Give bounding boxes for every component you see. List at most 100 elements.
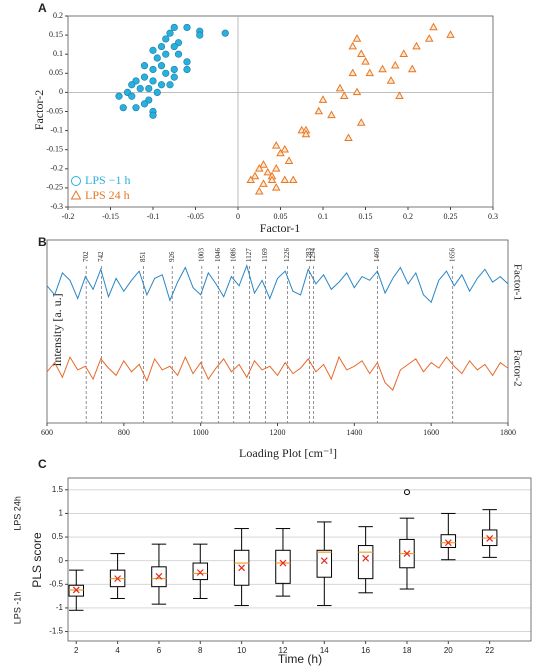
series-label: Factor-2 [511, 350, 523, 387]
y-tick-label: 0 [59, 87, 63, 96]
point [162, 35, 170, 43]
x-tick-label: 18 [403, 646, 412, 655]
point [157, 81, 166, 89]
point [140, 73, 149, 81]
x-tick-label: 6 [157, 646, 162, 655]
reference-label: 1460 [373, 248, 381, 263]
x-tick-label: 1400 [346, 428, 362, 437]
legend-marker [71, 176, 81, 186]
point [221, 29, 229, 37]
point [115, 92, 123, 100]
point [288, 175, 298, 184]
point [348, 41, 358, 50]
point [446, 30, 455, 38]
x-tick-label: 12 [279, 646, 288, 655]
point [271, 183, 281, 191]
reference-label: 1127 [245, 248, 253, 262]
point [145, 84, 153, 93]
panel-label: B [38, 235, 47, 249]
point [128, 92, 136, 100]
y-tick-label: 1.5 [52, 485, 64, 494]
point [157, 62, 166, 70]
point [157, 42, 166, 51]
point [132, 104, 140, 112]
y-tick-label: -0.15 [46, 145, 63, 154]
point [271, 163, 281, 172]
point [390, 60, 400, 69]
mean-marker [155, 572, 163, 580]
point [183, 58, 191, 66]
mean-marker [72, 586, 80, 594]
point [149, 65, 157, 74]
panel-label: A [38, 1, 47, 15]
x-tick-label: 16 [361, 646, 370, 655]
point [259, 179, 268, 187]
mean-marker [320, 557, 328, 565]
x-tick-label: 0.1 [318, 212, 328, 221]
x-tick-label: -0.1 [147, 212, 160, 221]
x-tick-label: 800 [118, 428, 130, 437]
point [246, 175, 256, 184]
y-tick-label: 0.15 [49, 30, 63, 39]
point [412, 41, 421, 50]
x-tick-label: 1000 [193, 428, 209, 437]
y-tick-label: -1 [56, 603, 64, 612]
point [271, 141, 281, 149]
x-tick-label: 0.05 [274, 212, 288, 221]
point [128, 81, 136, 89]
point [119, 104, 127, 112]
point [399, 49, 409, 57]
x-axis-title: Time (h) [278, 652, 322, 666]
x-tick-label: 10 [237, 646, 246, 655]
x-tick-label: -0.15 [102, 212, 119, 221]
point [166, 29, 174, 37]
x-tick-label: 4 [115, 646, 120, 655]
y-tick-label: 1 [59, 509, 64, 518]
x-tick-label: 1800 [500, 428, 516, 437]
x-tick-label: 8 [198, 646, 203, 655]
point [183, 23, 191, 32]
mean-marker [279, 559, 287, 567]
mean-marker [196, 569, 204, 576]
point [149, 46, 157, 54]
reference-label: 1294 [309, 248, 317, 263]
point [136, 84, 144, 93]
reference-label: 1226 [283, 248, 291, 263]
mean-marker [444, 539, 452, 547]
x-tick-label: -0.05 [187, 212, 204, 221]
reference-label: 1656 [448, 248, 456, 263]
reference-label: 926 [168, 251, 176, 262]
reference-label: 1086 [229, 248, 237, 263]
reference-label: 1283 [305, 248, 313, 263]
x-tick-label: 0.25 [444, 212, 458, 221]
point [356, 118, 366, 126]
y-tick-label: -1.5 [49, 627, 63, 636]
point [284, 156, 294, 164]
x-tick-label: -0.2 [62, 212, 75, 221]
x-tick-label: 2 [74, 646, 79, 655]
point [140, 100, 149, 108]
point [280, 175, 290, 184]
y-annotation: LPS -1h [12, 592, 22, 625]
point [365, 68, 375, 77]
reference-label: 702 [82, 251, 90, 262]
point [170, 65, 178, 74]
y-tick-label: -0.1 [50, 125, 63, 134]
x-axis-title: Factor-1 [260, 221, 300, 235]
reference-label: 1046 [214, 248, 222, 263]
point [301, 129, 311, 138]
x-axis-title: Loading Plot [cm⁻¹] [239, 446, 337, 460]
point [356, 49, 366, 57]
point [424, 34, 434, 42]
y-tick-label: 0 [59, 556, 64, 565]
mean-marker [403, 550, 411, 558]
reference-label: 851 [139, 251, 147, 262]
point [259, 160, 268, 168]
y-tick-label: -0.2 [50, 164, 63, 173]
series-label: Factor-1 [511, 264, 523, 301]
point [314, 106, 324, 115]
y-axis-title: Intensity [a. u.] [50, 293, 64, 366]
x-tick-label: 0 [236, 212, 240, 221]
